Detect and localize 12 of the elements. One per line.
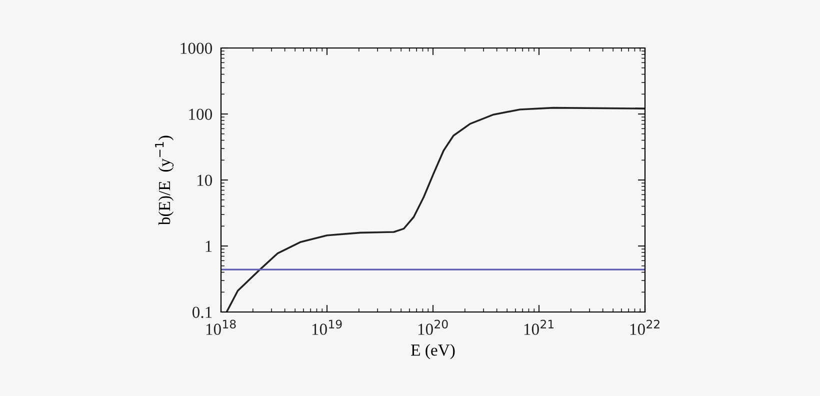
x-tick-label: 10$^{21}$ <box>524 320 554 335</box>
y-tick-label: 100 <box>189 108 212 120</box>
y-tick-label: 1000 <box>180 42 212 54</box>
x-tick-label: 10$^{19}$ <box>312 320 342 335</box>
x-tick-label: 10$^{22}$ <box>630 320 660 335</box>
y-tick-label: 10 <box>197 174 212 186</box>
x-axis-title: E (eV) <box>411 344 455 360</box>
x-tick-label: 10$^{18}$ <box>206 320 236 335</box>
y-tick-label: 0.1 <box>192 306 212 318</box>
y-tick-label: 1 <box>206 240 212 252</box>
x-tick-label: 10$^{20}$ <box>418 320 448 335</box>
y-axis-title: b(E)/E (y$^{−1}$) <box>155 136 174 226</box>
